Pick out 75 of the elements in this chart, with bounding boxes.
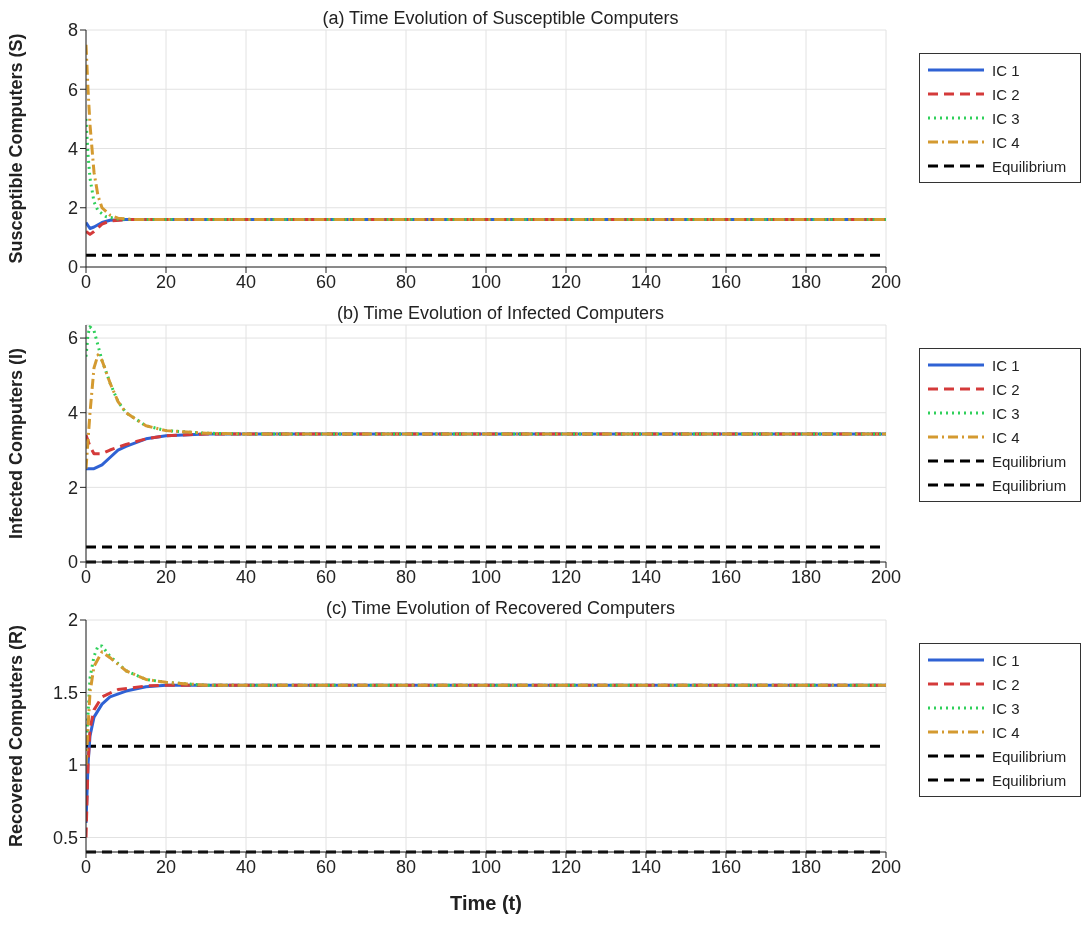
legend-label: Equilibrium [992,452,1067,470]
x-tick-label: 140 [630,271,662,292]
line-series [86,353,886,471]
x-tick-label: 60 [315,566,337,587]
x-tick-label: 0 [80,566,92,587]
y-tick-label: 8 [67,20,78,41]
legend-label: IC 3 [992,699,1020,717]
y-axis-title: Infected Computers (I) [6,347,27,540]
legend-label: IC 2 [992,85,1020,103]
y-tick-label: 1 [67,755,78,776]
y-tick-label: 2 [67,610,78,631]
x-tick-label: 0 [80,856,92,877]
legend-label: Equilibrium [992,157,1067,175]
x-tick-label: 160 [710,566,742,587]
x-tick-label: 60 [315,271,337,292]
y-tick-label: 1.5 [52,682,78,703]
x-tick-label: 160 [710,856,742,877]
chart-title: (a) Time Evolution of Susceptible Computers [321,8,680,29]
legend-label: Equilibrium [992,747,1067,765]
line-series [86,43,886,222]
x-tick-label: 140 [630,856,662,877]
legend-label: IC 4 [992,133,1020,151]
x-tick-label: 200 [870,271,902,292]
y-tick-label: 4 [67,138,78,159]
x-tick-label: 120 [550,856,582,877]
y-tick-label: 0 [67,257,78,278]
legend-label: IC 3 [992,404,1020,422]
chart-title: (b) Time Evolution of Infected Computers [335,303,666,324]
x-tick-label: 120 [550,271,582,292]
y-tick-label: 6 [67,79,78,100]
legend-label: IC 1 [992,356,1020,374]
y-axis-title: Recovered Computers (R) [6,624,27,848]
y-tick-label: 0 [67,552,78,573]
x-tick-label: 160 [710,271,742,292]
y-tick-label: 2 [67,477,78,498]
line-series [86,218,886,236]
x-tick-label: 20 [155,271,177,292]
x-tick-label: 80 [395,856,417,877]
x-tick-label: 20 [155,566,177,587]
y-tick-label: 0.5 [52,827,78,848]
x-axis-title: Time (t) [450,892,522,914]
y-tick-label: 2 [67,198,78,219]
x-tick-label: 80 [395,566,417,587]
x-tick-label: 40 [235,856,257,877]
x-tick-label: 80 [395,271,417,292]
chart-title: (c) Time Evolution of Recovered Computers [324,598,677,619]
legend-label: Equilibrium [992,476,1067,494]
y-tick-label: 6 [67,328,78,349]
x-tick-label: 180 [790,856,822,877]
x-tick-label: 100 [470,856,502,877]
y-axis-title: Susceptible Computers (S) [6,33,27,264]
line-series [86,650,886,767]
y-tick-label: 4 [67,403,78,424]
x-tick-label: 100 [470,566,502,587]
x-tick-label: 0 [80,271,92,292]
legend-label: IC 4 [992,428,1020,446]
x-tick-label: 100 [470,271,502,292]
legend-label: IC 2 [992,675,1020,693]
x-tick-label: 180 [790,566,822,587]
x-tick-label: 60 [315,856,337,877]
x-tick-label: 40 [235,271,257,292]
x-tick-label: 140 [630,566,662,587]
line-series [86,117,886,222]
x-tick-label: 200 [870,856,902,877]
legend-label: Equilibrium [992,771,1067,789]
legend-label: IC 3 [992,109,1020,127]
x-tick-label: 180 [790,271,822,292]
x-tick-label: 120 [550,566,582,587]
x-tick-label: 200 [870,566,902,587]
legend-label: IC 4 [992,723,1020,741]
legend-label: IC 2 [992,380,1020,398]
x-tick-label: 40 [235,566,257,587]
legend-label: IC 1 [992,61,1020,79]
x-tick-label: 20 [155,856,177,877]
legend-label: IC 1 [992,651,1020,669]
